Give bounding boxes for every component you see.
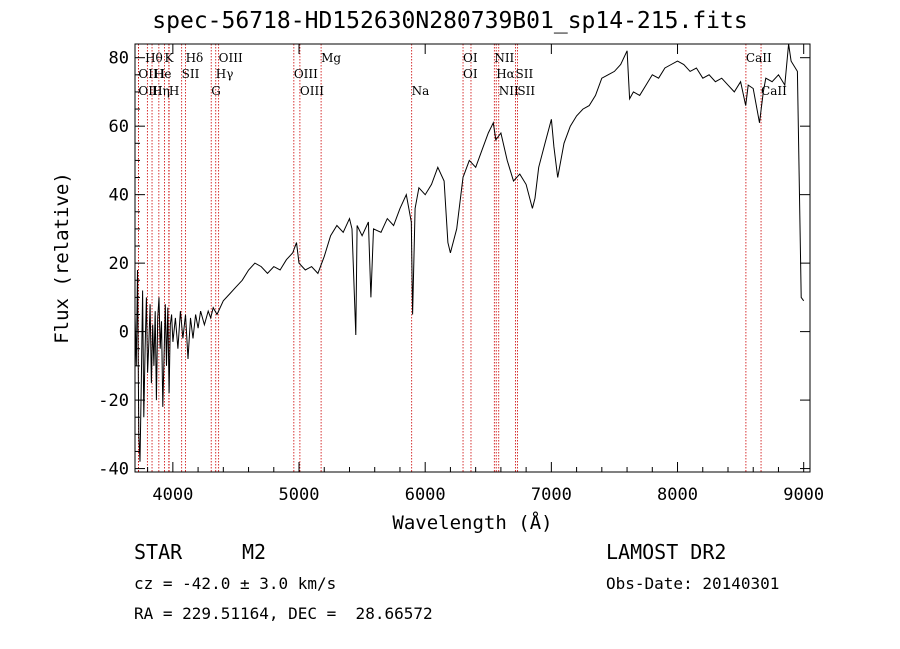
line-label: NII bbox=[494, 51, 514, 65]
x-axis-label: Wavelength (Å) bbox=[392, 511, 552, 534]
line-label: CaII bbox=[761, 84, 787, 98]
x-tick-label: 9000 bbox=[783, 485, 824, 505]
line-label: I bbox=[160, 67, 165, 81]
line-label: Hη bbox=[152, 84, 170, 98]
line-label: OIII bbox=[300, 84, 324, 98]
line-label: OI bbox=[463, 67, 478, 81]
coordinates: RA = 229.51164, DEC = 28.66572 bbox=[134, 604, 433, 623]
line-label: Hθ bbox=[145, 51, 163, 65]
spectrum-line bbox=[134, 43, 805, 462]
y-axis-label: Flux (relative) bbox=[51, 172, 73, 344]
line-label: OII bbox=[138, 67, 158, 81]
line-label: G bbox=[211, 84, 221, 98]
survey-label: LAMOST DR2 bbox=[606, 540, 727, 564]
line-label: Hα bbox=[496, 67, 515, 81]
line-label: SII bbox=[182, 67, 200, 81]
line-label: OI bbox=[463, 51, 478, 65]
y-tick-label: -40 bbox=[98, 460, 129, 480]
x-tick-label: 5000 bbox=[279, 485, 320, 505]
plot-frame bbox=[134, 43, 811, 473]
x-tick-label: 6000 bbox=[405, 485, 446, 505]
line-label: CaII bbox=[746, 51, 772, 65]
line-label: H bbox=[169, 84, 179, 98]
line-label: OIII bbox=[294, 67, 318, 81]
line-label: NII bbox=[499, 84, 519, 98]
object-subclass: M2 bbox=[242, 540, 267, 564]
line-label: OIII bbox=[219, 51, 243, 65]
line-label: Hγ bbox=[216, 67, 234, 81]
line-label: SII bbox=[517, 84, 535, 98]
line-label: OIII bbox=[138, 84, 162, 98]
y-tick-label: 80 bbox=[109, 49, 129, 69]
object-class: STAR bbox=[134, 540, 183, 564]
chart-title: spec-56718-HD152630N280739B01_sp14-215.f… bbox=[152, 8, 748, 34]
line-label: K bbox=[165, 51, 175, 65]
line-label: He bbox=[154, 67, 172, 81]
x-tick-label: 7000 bbox=[531, 485, 572, 505]
line-label: Na bbox=[412, 84, 430, 98]
y-tick-label: 60 bbox=[109, 117, 129, 137]
y-tick-label: 0 bbox=[119, 323, 129, 343]
y-tick-label: 20 bbox=[109, 254, 129, 274]
y-tick-label: 40 bbox=[109, 186, 129, 206]
line-label: SII bbox=[516, 67, 534, 81]
x-tick-label: 8000 bbox=[657, 485, 698, 505]
x-tick-label: 4000 bbox=[152, 485, 193, 505]
redshift-cz: cz = -42.0 ± 3.0 km/s bbox=[134, 574, 337, 593]
line-label: Mg bbox=[321, 51, 341, 65]
line-label: Hδ bbox=[186, 51, 204, 65]
observation-date: Obs-Date: 20140301 bbox=[606, 574, 780, 593]
y-tick-label: -20 bbox=[98, 391, 129, 411]
